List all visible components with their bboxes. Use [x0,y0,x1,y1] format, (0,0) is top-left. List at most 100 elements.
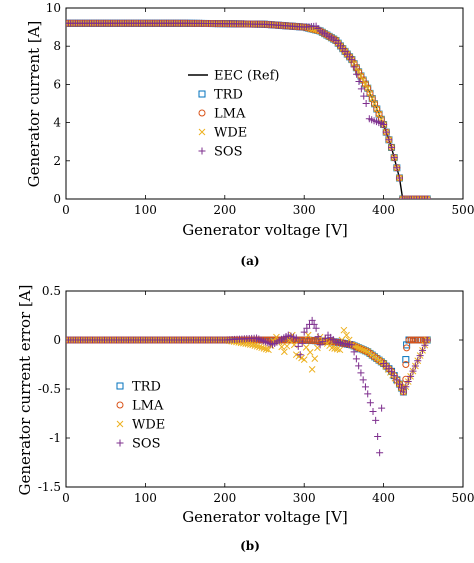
point-lma [403,344,411,352]
point-wde [314,344,321,352]
point-sos [390,372,398,380]
x-tick-label: 0 [62,203,70,217]
point-sos [418,195,426,199]
point-wde [304,331,312,339]
point-sos [378,404,386,412]
xlabel-a: Generator voltage [V] [182,221,348,239]
point-wde [371,100,378,108]
point-lma [402,361,410,368]
chart-a: 0 100 200 300 400 500 0 2 4 6 8 10 EEC (Ref) TRD LMA W… [25,1,474,268]
point-sos [399,388,407,396]
point-wde [359,346,367,354]
point-sos [421,341,429,349]
x-tick-label: 300 [293,491,316,505]
point-sos [361,383,369,391]
point-wde [265,346,272,354]
point-sos [360,92,368,100]
legend-item-lma: LMA [116,399,164,414]
point-sos [355,78,363,86]
point-trd [402,356,410,364]
x-tick-label: 200 [213,491,236,505]
point-wde [308,366,316,373]
point-lma [414,336,422,344]
point-sos [350,63,358,71]
legend-item-wde: WDE [116,418,165,433]
point-sos [355,362,363,370]
point-wde [357,345,365,353]
point-sos [401,195,409,199]
point-wde [251,342,259,349]
x-tick-label: 100 [134,203,157,217]
point-wde [249,341,256,349]
point-sos [413,195,421,199]
legend-swatch-lma [116,401,124,409]
y-tick-label: -1 [49,431,61,445]
point-sos [352,355,360,363]
point-sos [405,195,413,199]
y-tick-label: 4 [53,116,61,130]
point-lma [417,336,425,344]
point-wde [364,84,372,92]
legend-item-eec-ref: EEC (Ref) [188,69,280,84]
x-tick-label: 400 [372,203,395,217]
point-sos [399,195,407,199]
point-wde [415,195,423,199]
point-sos [357,85,365,93]
point-sos [419,346,427,354]
point-wde [290,341,298,349]
x-tick-label: 0 [62,491,70,505]
point-sos [350,348,358,356]
point-sos [308,316,316,324]
point-lma [409,336,417,344]
point-wde [306,348,314,356]
point-wde [418,195,426,199]
point-wde [256,343,263,351]
point-lma [402,375,410,383]
point-sos [296,351,304,359]
legend-swatch-trd [198,90,206,98]
point-sos [403,195,411,199]
point-wde [300,356,308,363]
plot-area-a [65,7,464,200]
caption-b: (b) [240,539,260,553]
point-wde [340,326,348,334]
ylabel-a: Generator current [A] [25,21,43,188]
point-sos [407,195,415,199]
marks-b [66,316,431,457]
series-sos [66,316,431,457]
point-lma [312,337,320,345]
point-sos [380,121,388,129]
point-wde [368,95,376,102]
point-sos [348,341,356,349]
point-sos [348,56,356,64]
legend-item-trd: TRD [198,88,243,103]
point-sos [423,195,431,199]
y-tick-label: 6 [53,77,61,91]
point-wde [410,195,418,199]
point-sos [395,380,403,388]
point-wde [375,110,383,118]
x-tick-label: 100 [134,491,157,505]
point-sos [390,154,398,162]
point-wde [423,195,431,199]
point-lma [355,68,363,76]
caption-a: (a) [240,254,259,268]
point-wde [362,80,369,88]
point-sos [393,164,401,172]
legend-item-lma: LMA [198,107,246,122]
point-lma [407,336,415,344]
point-sos [388,143,396,151]
legend-label: TRD [132,380,161,395]
point-sos [362,100,370,107]
legend-swatch-sos [198,147,206,155]
point-sos [312,324,320,332]
point-wde [262,345,270,353]
legend-swatch-wde [116,420,124,428]
legend-b: TRD LMA WDE SOS [116,380,165,452]
point-wde [362,347,369,355]
point-sos [364,390,372,398]
point-lma [357,72,365,80]
x-tick-label: 300 [293,203,316,217]
point-sos [376,449,384,457]
